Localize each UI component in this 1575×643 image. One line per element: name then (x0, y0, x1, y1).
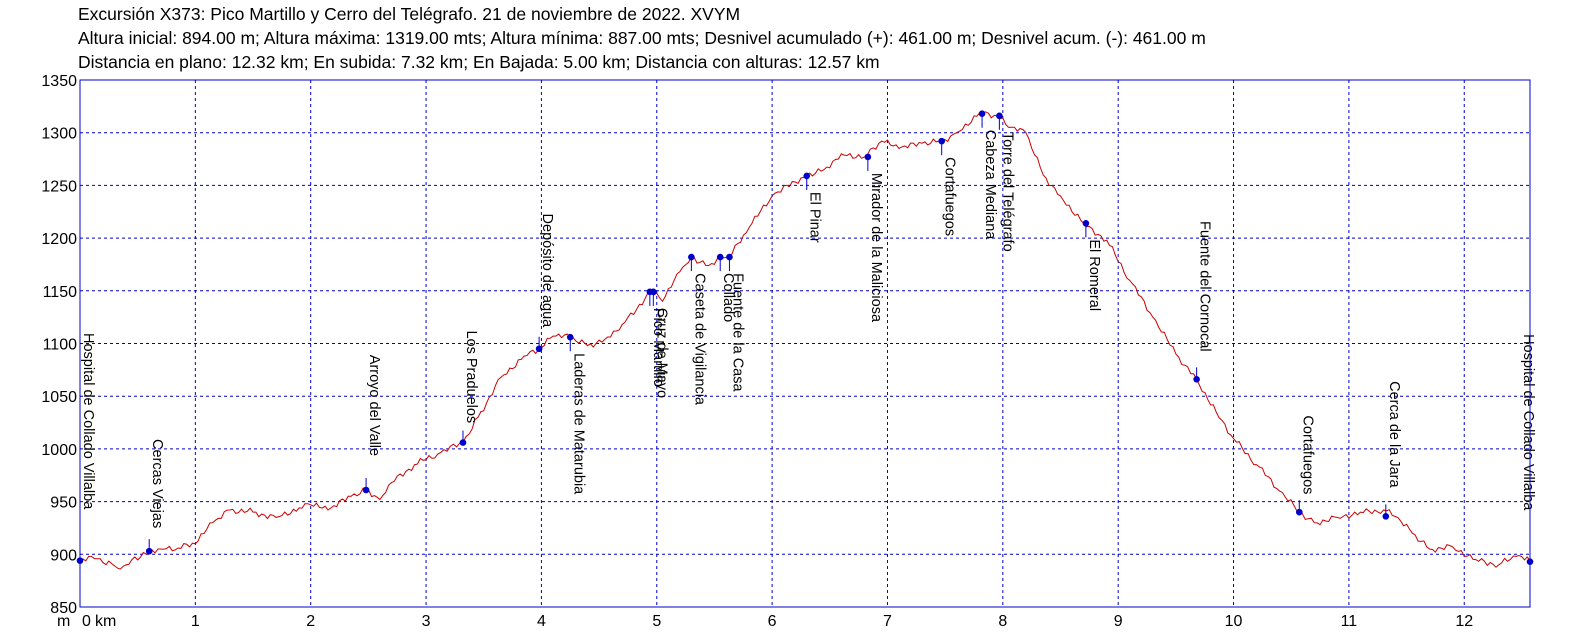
waypoint-label: Arroyo del Valle (366, 355, 382, 456)
waypoint-dot (1082, 220, 1090, 227)
x-tick-label: 1 (191, 613, 200, 630)
y-tick-label: 1300 (41, 126, 77, 143)
waypoint: Laderas de Matarubia (566, 333, 586, 495)
x-tick-label: 8 (998, 613, 1007, 630)
x-tick-label: 11 (1341, 613, 1358, 630)
x-tick-label: 5 (652, 613, 661, 630)
x-tick-label: 2 (306, 613, 315, 630)
elevation-line (79, 111, 1531, 570)
waypoint-label: Cruz de Mayo (653, 308, 669, 398)
waypoint: El Romeral (1082, 220, 1102, 311)
waypoint-label: Torre del Telégrafo (999, 132, 1015, 252)
waypoint-label: Cerca de la Jara (1386, 381, 1402, 488)
x-tick-label: 0 (82, 613, 91, 630)
waypoint-dot (716, 253, 724, 261)
waypoint-dot (803, 172, 811, 180)
waypoint-dot (978, 110, 986, 118)
chart-subtitle-line-2: Distancia en plano: 12.32 km; En subida:… (78, 52, 880, 72)
waypoint: Cabeza Mediana (978, 110, 998, 241)
waypoint-dot (566, 333, 574, 341)
waypoint: Torre del Telégrafo (996, 112, 1015, 252)
waypoint-label: Los Praduelos (463, 330, 479, 423)
waypoint-label: Mirador de la Maliciosa (868, 173, 884, 323)
profile-series (79, 111, 1531, 570)
y-tick-label: 850 (50, 600, 77, 617)
waypoint: Cortafuegos (938, 137, 958, 236)
y-tick-label: 1050 (41, 389, 77, 406)
waypoint: Mirador de la Maliciosa (864, 153, 884, 323)
waypoint: Arroyo del Valle (362, 355, 382, 494)
waypoint: Caseta de Vigilancia (688, 253, 707, 406)
waypoint-label: Laderas de Matarubia (570, 353, 586, 495)
waypoint: Cruz de Mayo (650, 288, 669, 398)
waypoint-label: Hospital de Collado Villalba (1520, 334, 1536, 511)
y-axis-unit: m (57, 613, 70, 630)
waypoint-dot (145, 547, 153, 555)
x-tick-label: 4 (537, 613, 546, 630)
waypoint: Collado (716, 253, 736, 322)
waypoint-dot (1295, 508, 1303, 516)
waypoint: Depósito de agua (535, 214, 555, 353)
waypoint-label: Fuente del Cornocal (1197, 221, 1213, 352)
waypoint: Cerca de la Jara (1382, 381, 1402, 520)
waypoint: Hospital de Collado Villalba (1520, 334, 1536, 565)
y-tick-label: 1350 (41, 73, 77, 90)
waypoint-label: Collado (720, 273, 736, 322)
waypoint-label: Caseta de Vigilancia (691, 273, 707, 406)
waypoint-dot (1193, 376, 1200, 383)
waypoint-dot (864, 153, 872, 161)
y-tick-label: 1150 (43, 284, 78, 301)
waypoint-label: Cortafuegos (1299, 415, 1315, 494)
waypoint: El Pinar (803, 172, 823, 243)
waypoint: Cercas Viejas (145, 439, 165, 555)
y-tick-label: 1100 (43, 337, 78, 354)
y-axis-ticks: 850 900 950 1000 1050 1100 1150 1200 1250 1300 135… (41, 73, 77, 617)
x-tick-label: 6 (768, 613, 777, 630)
waypoint-label: Cortafuegos (942, 157, 958, 236)
y-tick-label: 1250 (41, 178, 77, 195)
waypoint-dot (726, 253, 733, 261)
waypoint-dot (996, 112, 1003, 120)
x-axis-unit: km (95, 613, 116, 630)
y-tick-label: 900 (50, 547, 77, 564)
y-tick-label: 950 (50, 495, 77, 512)
x-tick-label: 7 (883, 613, 892, 630)
grid (80, 80, 1530, 607)
waypoint-label: Cercas Viejas (149, 439, 165, 528)
waypoint-dot (688, 253, 695, 261)
waypoint-label: El Pinar (807, 192, 823, 243)
waypoint: Los Praduelos (459, 330, 479, 446)
waypoint-label: Hospital de Collado Villalba (80, 333, 96, 510)
chart-subtitle-line-1: Altura inicial: 894.00 m; Altura máxima:… (78, 28, 1206, 48)
y-tick-label: 1200 (41, 231, 77, 248)
waypoint-label: Depósito de agua (539, 214, 555, 329)
waypoint-dot (535, 345, 543, 353)
x-tick-label: 12 (1455, 613, 1473, 630)
waypoint-dot (459, 439, 467, 446)
x-tick-label: 10 (1225, 613, 1243, 630)
y-tick-label: 1000 (41, 442, 77, 459)
waypoint-label: Pico Martillo (650, 308, 666, 387)
waypoint-dot (1382, 513, 1390, 520)
chart-title: Excursión X373: Pico Martillo y Cerro de… (78, 4, 741, 24)
x-axis-ticks: 0 1 2 3 4 5 6 7 8 9 10 11 12 (82, 613, 1473, 630)
waypoint-dot (362, 486, 370, 494)
waypoint-dot (938, 137, 945, 145)
waypoint-dot (650, 288, 657, 296)
plot-frame (79, 79, 1531, 608)
x-tick-label: 9 (1114, 613, 1123, 630)
x-tick-label: 3 (422, 613, 431, 630)
chart-header: Excursión X373: Pico Martillo y Cerro de… (78, 2, 1206, 74)
waypoint: Cortafuegos (1295, 415, 1315, 516)
waypoint: Fuente del Cornocal (1193, 221, 1213, 383)
waypoint-label: Cabeza Mediana (982, 130, 998, 241)
waypoints: Hospital de Collado Villalba Cercas Vieja… (76, 110, 1536, 565)
waypoint-label: El Romeral (1086, 239, 1102, 311)
waypoint: Fuente de la Casa (726, 253, 745, 392)
waypoint-label: Fuente de la Casa (729, 273, 745, 392)
